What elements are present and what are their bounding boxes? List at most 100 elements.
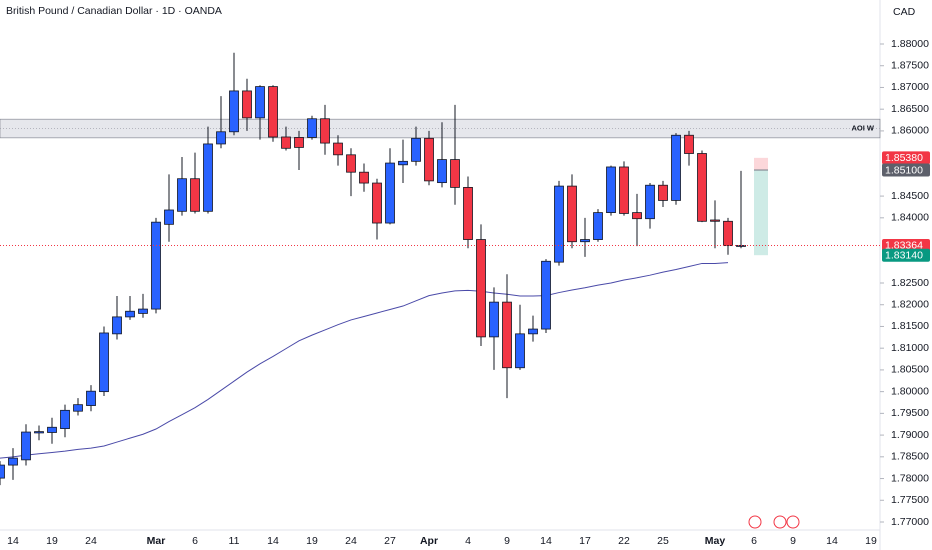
target-tag-label: 1.83140 [885, 249, 923, 261]
x-tick-label: 11 [229, 535, 240, 547]
x-tick-label: 24 [85, 535, 97, 547]
candle-body [125, 310, 135, 318]
aoi-zone-label: AOI W [852, 124, 875, 133]
entry-tag-box [882, 163, 930, 177]
x-tick-label: 9 [790, 535, 796, 547]
candle-body [151, 221, 161, 310]
candle-body [710, 219, 720, 222]
candle-body [47, 426, 57, 433]
y-tick-label: 1.84000 [891, 212, 929, 224]
event-icon[interactable] [773, 515, 787, 529]
x-tick-label: 14 [826, 535, 838, 547]
x-tick-label: 24 [345, 535, 357, 547]
candle-body [203, 143, 213, 212]
candle-body [645, 184, 655, 220]
candle-body [398, 160, 408, 166]
y-tick-label: 1.87500 [891, 60, 929, 72]
candle-body [593, 212, 603, 240]
y-tick-label: 1.82500 [891, 277, 929, 289]
event-icon[interactable] [786, 515, 800, 529]
x-tick-label: 14 [7, 535, 19, 547]
y-tick-label: 1.87000 [891, 81, 929, 93]
candle-body [632, 212, 642, 220]
x-tick-label: 27 [384, 535, 396, 547]
candle-body [554, 185, 564, 263]
event-icon[interactable] [748, 515, 762, 529]
y-tick-label: 1.78000 [891, 472, 929, 484]
x-tick-label: 17 [579, 535, 591, 547]
candle-body [580, 239, 590, 243]
currency-label: CAD [893, 6, 916, 18]
candle-body [528, 328, 538, 335]
moving-average [0, 262, 729, 459]
position-risk [754, 157, 768, 171]
candle-body [307, 118, 317, 138]
candle-body [684, 134, 694, 154]
entry-tag-label: 1.85100 [885, 164, 923, 176]
candle-body [489, 301, 499, 338]
candle-body [190, 178, 200, 212]
candle-body [34, 431, 44, 434]
candle-body [723, 220, 733, 247]
candle-body [411, 137, 421, 162]
stop-tag-box [882, 151, 930, 165]
candle-body [346, 154, 356, 173]
candle-body [437, 159, 447, 184]
candle-body [99, 332, 109, 393]
x-tick-label: 22 [618, 535, 630, 547]
x-tick-label: 9 [504, 535, 510, 547]
y-tick-label: 1.77000 [891, 516, 929, 528]
stop-tag-label: 1.85380 [885, 152, 923, 164]
candle-body [112, 316, 122, 335]
y-tick-label: 1.79500 [891, 407, 929, 419]
x-tick-label: 19 [865, 535, 877, 547]
y-tick-label: 1.88000 [891, 38, 929, 50]
y-tick-label: 1.81500 [891, 320, 929, 332]
y-tick-label: 1.86500 [891, 103, 929, 115]
candle-body [619, 166, 629, 214]
candle-body [268, 86, 278, 138]
candle-body [164, 209, 174, 225]
candle-body [8, 457, 18, 466]
y-tick-label: 1.82000 [891, 299, 929, 311]
candle-body [658, 184, 668, 201]
x-tick-label: Mar [147, 535, 166, 547]
x-tick-label: May [705, 535, 726, 547]
candle-body [73, 404, 83, 412]
candle-body [177, 178, 187, 212]
candle-body [671, 134, 681, 201]
y-tick-label: 1.79000 [891, 429, 929, 441]
candle-body [333, 142, 343, 156]
y-tick-label: 1.80000 [891, 385, 929, 397]
candle-body [0, 464, 5, 479]
candle-body [216, 131, 226, 145]
x-tick-label: 6 [751, 535, 757, 547]
candle-body [86, 390, 96, 406]
x-tick-label: 19 [46, 535, 58, 547]
candle-body [424, 137, 434, 182]
candle-body [60, 409, 70, 429]
y-tick-label: 1.81000 [891, 342, 929, 354]
candle-body [606, 166, 616, 214]
candle-body [359, 171, 369, 184]
y-tick-label: 1.86000 [891, 125, 929, 137]
x-tick-label: 4 [465, 535, 471, 547]
candle-body [320, 118, 330, 144]
candle-body [450, 159, 460, 188]
candle-body [21, 431, 31, 461]
x-tick-label: 14 [267, 535, 279, 547]
candle-body [567, 185, 577, 243]
candle-body [229, 90, 239, 133]
candle-body [697, 153, 707, 222]
y-tick-label: 1.77500 [891, 494, 929, 506]
x-tick-label: 25 [657, 535, 669, 547]
x-tick-label: Apr [420, 535, 438, 547]
calendar-events[interactable] [748, 515, 800, 529]
candle-body [541, 260, 551, 330]
chart-title: British Pound / Canadian Dollar · 1D · O… [6, 5, 222, 17]
target-tag-box [882, 248, 930, 262]
candle-body [255, 86, 265, 119]
candle-body [385, 162, 395, 224]
